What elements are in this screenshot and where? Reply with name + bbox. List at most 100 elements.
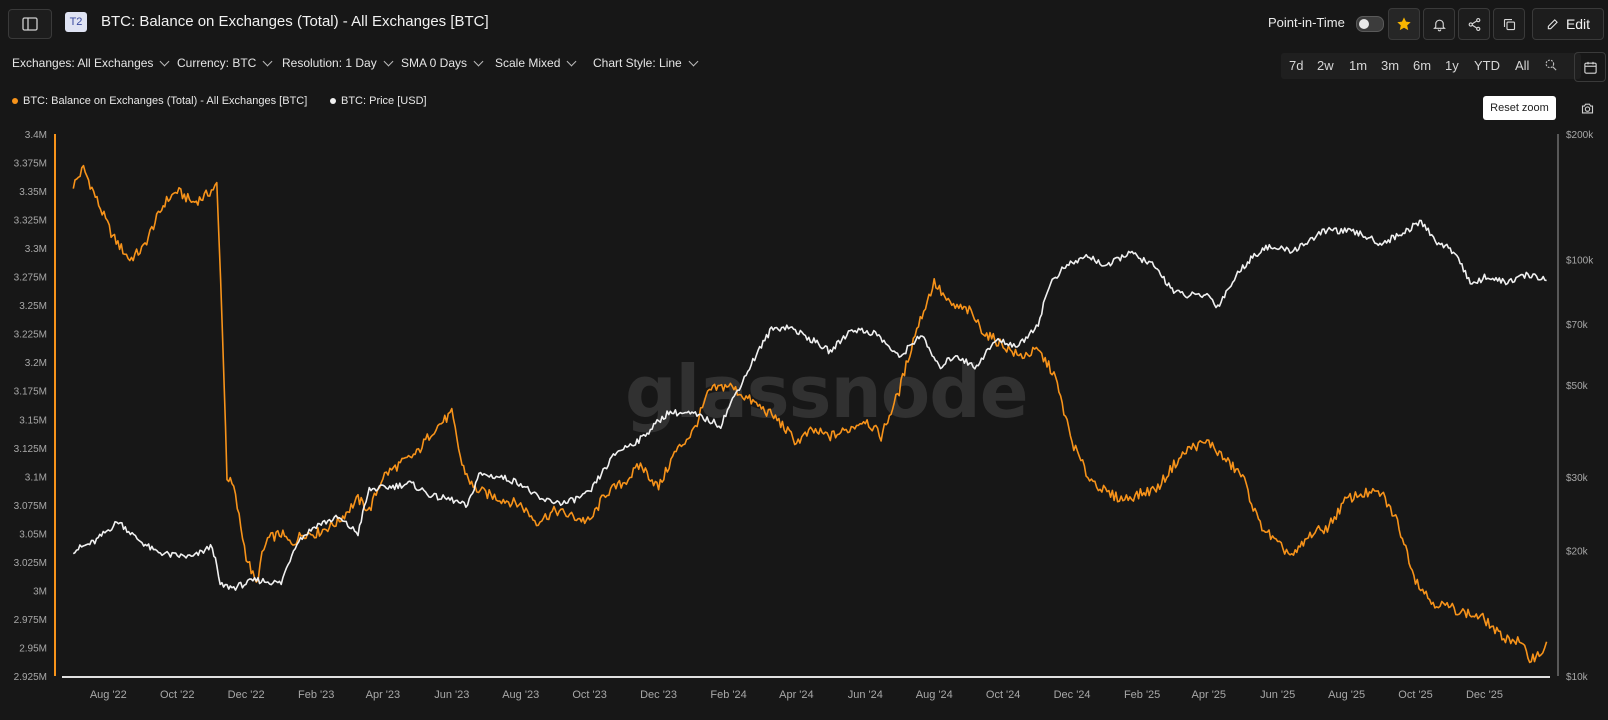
resolution-filter-label: Resolution: 1 Day <box>282 56 377 70</box>
x-tick-label: Apr '23 <box>366 689 401 701</box>
x-tick-label: Feb '23 <box>298 689 334 701</box>
y-left-tick-label: 3.15M <box>19 415 47 426</box>
series-line-price <box>72 219 1547 591</box>
x-tick-label: Dec '24 <box>1054 689 1091 701</box>
y-left-tick-label: 3.325M <box>14 216 47 227</box>
x-tick-label: Oct '25 <box>1398 689 1433 701</box>
currency-filter[interactable]: Currency: BTC <box>177 56 273 70</box>
range-all[interactable]: All <box>1515 58 1530 73</box>
sma-filter-label: SMA 0 Days <box>401 56 468 70</box>
range-6m[interactable]: 6m <box>1413 58 1432 73</box>
x-tick-label: Aug '22 <box>90 689 127 701</box>
x-tick-label: Aug '23 <box>502 689 539 701</box>
x-tick-label: Dec '25 <box>1466 689 1503 701</box>
y-left-tick-label: 2.95M <box>19 643 47 654</box>
legend-dot-balance <box>12 98 18 104</box>
y-left-tick-label: 3.3M <box>25 244 47 255</box>
y-left-tick-label: 2.925M <box>14 672 47 683</box>
resolution-filter[interactable]: Resolution: 1 Day <box>282 56 394 70</box>
legend-item-balance[interactable]: BTC: Balance on Exchanges (Total) - All … <box>12 95 307 107</box>
y-left-tick-label: 3.25M <box>19 301 47 312</box>
y-right-tick-label: $20k <box>1566 547 1589 558</box>
calendar-icon <box>1583 61 1597 74</box>
range-7d[interactable]: 7d <box>1289 58 1304 73</box>
share-button[interactable] <box>1458 8 1490 40</box>
page-title: BTC: Balance on Exchanges (Total) - All … <box>101 13 489 30</box>
point-in-time-toggle[interactable] <box>1356 16 1384 32</box>
top-bar: T2 BTC: Balance on Exchanges (Total) - A… <box>0 0 1608 46</box>
zoom-search-icon <box>1545 59 1557 71</box>
x-tick-label: Apr '24 <box>779 689 814 701</box>
time-range-selector: 7d 2w 1m 3m 6m 1y YTD All <box>1281 53 1581 79</box>
alert-button[interactable] <box>1423 8 1455 40</box>
legend-label-price: BTC: Price [USD] <box>341 95 427 107</box>
reset-zoom-button[interactable]: Reset zoom <box>1483 96 1556 120</box>
y-right-tick-label: $50k <box>1566 381 1589 392</box>
sidebar-toggle-button[interactable] <box>8 9 52 39</box>
edit-label: Edit <box>1565 16 1591 32</box>
range-1m[interactable]: 1m <box>1349 58 1368 73</box>
currency-filter-label: Currency: BTC <box>177 56 257 70</box>
duplicate-button[interactable] <box>1493 8 1525 40</box>
x-tick-label: Jun '24 <box>848 689 883 701</box>
y-left-tick-label: 3.025M <box>14 558 47 569</box>
y-left-tick-label: 3.225M <box>14 330 47 341</box>
y-left-tick-label: 3.2M <box>25 358 47 369</box>
y-left-tick-label: 3.375M <box>14 159 47 170</box>
x-tick-label: Feb '25 <box>1124 689 1160 701</box>
copy-icon <box>1503 18 1515 30</box>
x-tick-label: Oct '22 <box>160 689 195 701</box>
camera-icon <box>1581 103 1593 113</box>
y-left-tick-label: 3M <box>33 586 47 597</box>
x-tick-label: Jun '23 <box>434 689 469 701</box>
y-left-tick-label: 2.975M <box>14 615 47 626</box>
y-left-tick-label: 3.1M <box>25 472 47 483</box>
y-right-tick-label: $200k <box>1566 130 1594 141</box>
chart-style-filter[interactable]: Chart Style: Line <box>593 56 699 70</box>
x-tick-label: Feb '24 <box>710 689 746 701</box>
star-icon <box>1397 17 1411 31</box>
pencil-icon <box>1547 19 1558 30</box>
sidebar-icon <box>22 17 38 31</box>
y-right-tick-label: $30k <box>1566 473 1589 484</box>
y-right-tick-label: $100k <box>1566 255 1594 266</box>
point-in-time-label: Point-in-Time <box>1268 15 1345 30</box>
y-left-tick-label: 3.275M <box>14 273 47 284</box>
x-tick-label: Dec '22 <box>228 689 265 701</box>
x-tick-label: Apr '25 <box>1192 689 1227 701</box>
favorite-button[interactable] <box>1388 8 1420 40</box>
range-3m[interactable]: 3m <box>1381 58 1400 73</box>
x-tick-label: Dec '23 <box>640 689 677 701</box>
x-tick-label: Aug '24 <box>916 689 953 701</box>
tier-badge: T2 <box>65 12 87 32</box>
sma-filter[interactable]: SMA 0 Days <box>401 56 484 70</box>
scale-filter-label: Scale Mixed <box>495 56 561 70</box>
export-image-button[interactable] <box>1574 96 1600 120</box>
scale-filter[interactable]: Scale Mixed <box>495 56 577 70</box>
share-icon <box>1468 17 1480 31</box>
exchanges-filter-label: Exchanges: All Exchanges <box>12 56 154 70</box>
y-right-tick-label: $10k <box>1566 672 1589 683</box>
zoom-search-button[interactable] <box>1543 57 1558 75</box>
y-left-tick-label: 3.05M <box>19 529 47 540</box>
range-2w[interactable]: 2w <box>1317 58 1334 73</box>
chart-style-filter-label: Chart Style: Line <box>593 56 682 70</box>
range-1y[interactable]: 1y <box>1445 58 1459 73</box>
y-left-tick-label: 3.4M <box>25 130 47 141</box>
x-tick-label: Oct '23 <box>572 689 607 701</box>
y-left-tick-label: 3.175M <box>14 387 47 398</box>
x-tick-label: Oct '24 <box>986 689 1021 701</box>
legend-label-balance: BTC: Balance on Exchanges (Total) - All … <box>23 95 308 107</box>
edit-button[interactable]: Edit <box>1532 8 1604 40</box>
date-range-button[interactable] <box>1574 52 1606 82</box>
y-left-tick-label: 3.35M <box>19 187 47 198</box>
bell-icon <box>1432 19 1446 31</box>
range-ytd[interactable]: YTD <box>1474 58 1500 73</box>
exchanges-filter[interactable]: Exchanges: All Exchanges <box>12 56 170 70</box>
legend-item-price[interactable]: BTC: Price [USD] <box>330 95 427 107</box>
x-tick-label: Aug '25 <box>1328 689 1365 701</box>
legend-dot-price <box>330 98 336 104</box>
watermark: glassnode <box>625 350 1029 434</box>
y-right-tick-label: $70k <box>1566 320 1589 331</box>
